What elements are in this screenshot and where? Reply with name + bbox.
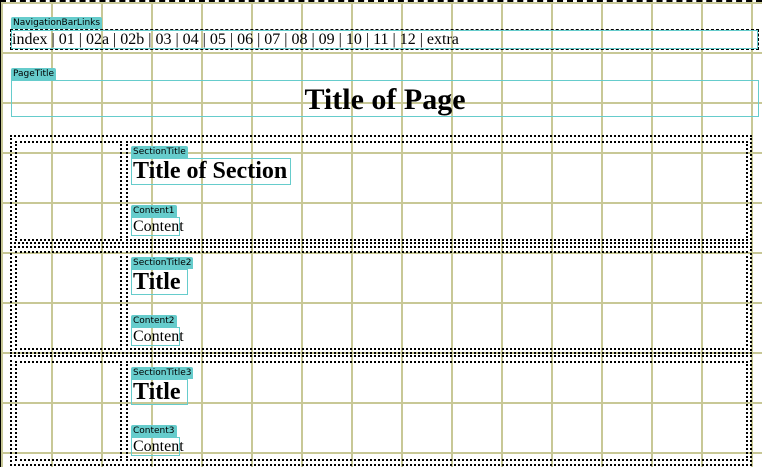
section-2-right-cell — [126, 251, 748, 350]
navigation-region-tag[interactable]: NavigationBarLinks — [11, 17, 103, 29]
section-3-left-cell — [15, 361, 122, 461]
section-1-title-tag[interactable]: SectionTitle — [131, 146, 188, 158]
section-1-left-cell — [15, 141, 122, 241]
page-title[interactable]: Title of Page — [11, 80, 759, 117]
section-3-content-tag[interactable]: Content3 — [131, 425, 177, 437]
section-2-title-tag[interactable]: SectionTitle2 — [131, 257, 194, 269]
navigation-region-outline — [10, 29, 759, 50]
section-3-title[interactable]: Title — [131, 379, 188, 405]
section-2-left-cell — [15, 251, 122, 350]
section-3-title-tag[interactable]: SectionTitle3 — [131, 367, 194, 379]
section-2-content-tag[interactable]: Content2 — [131, 315, 177, 327]
section-3-content[interactable]: Content — [131, 437, 184, 456]
section-1-layout-table — [10, 135, 752, 244]
section-2-title[interactable]: Title — [131, 269, 188, 295]
section-2-layout-table — [10, 246, 752, 354]
section-2-content[interactable]: Content — [131, 327, 184, 346]
section-3-layout-table — [10, 355, 752, 466]
section-1-content-tag[interactable]: Content1 — [131, 205, 177, 217]
section-1-right-cell — [126, 141, 748, 241]
section-1-content[interactable]: Content — [131, 217, 184, 236]
section-3-right-cell — [126, 361, 748, 461]
section-1-title[interactable]: Title of Section — [131, 158, 291, 185]
page-title-region-tag[interactable]: PageTitle — [11, 68, 57, 80]
navigation-bar-links[interactable]: index | 01 | 02a | 02b | 03 | 04 | 05 | … — [11, 30, 758, 49]
